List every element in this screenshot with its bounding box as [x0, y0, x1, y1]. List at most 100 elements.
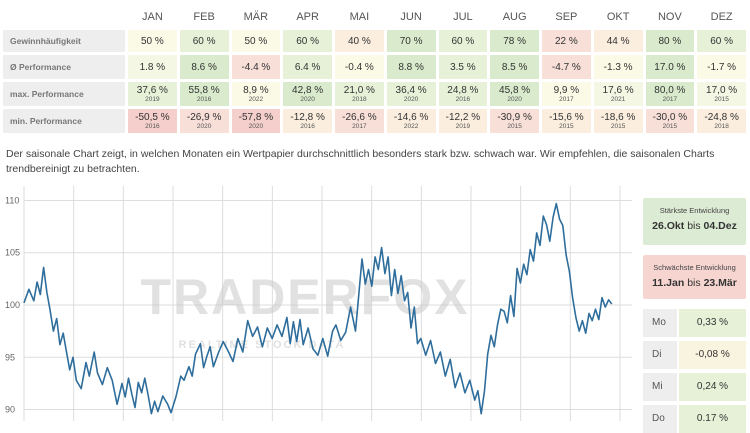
cell-value: -1.3 % [603, 61, 633, 73]
weekday-row-di: Di -0,08 % [643, 341, 746, 369]
cell-value: 17,0 % [706, 84, 738, 96]
cell-value: -30,9 % [497, 111, 532, 123]
cell-value: 9,9 % [553, 84, 580, 96]
cell-value: 21,0 % [343, 84, 375, 96]
cell-year: 2019 [455, 122, 471, 130]
min-cell: -26,6 % 2017 [335, 109, 384, 133]
min-cell: -30,9 % 2015 [490, 109, 539, 133]
cell-value: -4.7 % [551, 61, 581, 73]
cell-value: 8.6 % [191, 61, 217, 73]
cell-year: 2017 [662, 95, 678, 103]
perf-cell: 8.8 % [386, 55, 436, 79]
min-cell: -14,6 % 2022 [386, 109, 436, 133]
cell-year: 2020 [248, 122, 264, 130]
perf-cell: 6.4 % [283, 55, 332, 79]
cell-value: -26,6 % [342, 111, 377, 123]
month-header: MÄR [231, 7, 281, 27]
min-cell: -57,8 % 2020 [231, 109, 281, 133]
min-cell: -15,6 % 2015 [542, 109, 591, 133]
watermark-logo-text: TRADERFOX [140, 269, 469, 325]
perf-cell: 8.5 % [490, 55, 539, 79]
cell-year: 2016 [300, 122, 315, 130]
cell-value: 36,4 % [395, 84, 427, 96]
max-cell: 42,8 % 2020 [283, 82, 332, 106]
row-gewinnhaeufigkeit: Gewinnhäufigkeit 50 % 60 % 50 % 60 % 40 % 70 %… [3, 30, 746, 52]
month-header: FEB [179, 7, 229, 27]
month-header: AUG [490, 7, 539, 27]
cell-year: 2015 [559, 122, 574, 130]
row-label: min. Performance [3, 109, 125, 133]
seasonality-table: JAN FEB MÄR APR MAI JUN JUL AUG SEP OKT NOV DEZ Gew… [0, 4, 749, 136]
cell-value: -50,5 % [135, 111, 170, 123]
row-max-performance: max. Performance 37,6 % 2019 55,8 % 2016 8,9 … [3, 82, 746, 106]
cell-value: 37,6 % [136, 84, 168, 96]
perf-cell: -1.7 % [697, 55, 746, 79]
max-cell: 36,4 % 2020 [386, 82, 436, 106]
row-label: Gewinnhäufigkeit [3, 30, 125, 52]
cell-value: 55,8 % [188, 84, 220, 96]
cell-year: 2020 [507, 95, 522, 103]
y-tick-label: 100 [5, 300, 20, 310]
weekday-label: Do [643, 405, 677, 433]
cell-value: 60 % [451, 35, 475, 47]
cell-value: 17.0 % [654, 61, 686, 73]
weekday-value: 0,33 % [679, 309, 746, 337]
cell-value: -1.7 % [707, 61, 737, 73]
cell-year: 2015 [507, 122, 522, 130]
gewinn-cell: 50 % [128, 30, 177, 52]
perf-cell: -0.4 % [335, 55, 384, 79]
y-tick-label: 105 [5, 248, 20, 258]
min-cell: -26,9 % 2020 [179, 109, 229, 133]
month-header: MAI [335, 7, 384, 27]
max-cell: 21,0 % 2018 [335, 82, 384, 106]
cell-year: 2018 [714, 122, 729, 130]
cell-year: 2017 [559, 95, 574, 103]
chart-grid [23, 186, 632, 421]
weakest-title: Schwächste Entwicklung [653, 263, 736, 272]
cell-value: 60 % [296, 35, 320, 47]
cell-year: 2020 [403, 95, 419, 103]
cell-value: 40 % [347, 35, 371, 47]
cell-value: 8.8 % [398, 61, 424, 73]
month-header: NOV [645, 7, 695, 27]
strongest-development-box: Stärkste Entwicklung 26.Okt bis 04.Dez [643, 198, 746, 245]
cell-value: 50 % [140, 35, 164, 47]
perf-cell: -4.7 % [542, 55, 591, 79]
max-cell: 55,8 % 2016 [179, 82, 229, 106]
y-axis-ticks: 90 95 100 105 110 [5, 195, 20, 414]
min-cell: -18,6 % 2015 [593, 109, 643, 133]
min-cell: -12,2 % 2019 [438, 109, 488, 133]
row-label: max. Performance [3, 82, 125, 106]
cell-value: 8,9 % [243, 84, 269, 96]
row-label: Ø Performance [3, 55, 125, 79]
cell-year: 2016 [196, 95, 212, 103]
cell-value: 44 % [606, 35, 630, 47]
max-cell: 17,0 % 2015 [697, 82, 746, 106]
cell-value: -14,6 % [393, 111, 429, 123]
cell-value: 1.8 % [139, 61, 166, 73]
gewinn-cell: 60 % [179, 30, 229, 52]
cell-value: 70 % [399, 35, 423, 47]
min-cell: -12,8 % 2016 [283, 109, 332, 133]
cell-value: 22 % [554, 35, 578, 47]
series-line [23, 202, 613, 415]
gewinn-cell: 40 % [335, 30, 384, 52]
cell-year: 2016 [455, 95, 471, 103]
month-header: SEP [542, 7, 591, 27]
month-header: APR [283, 7, 332, 27]
weekday-row-mi: Mi 0,24 % [643, 373, 746, 401]
perf-cell: -1.3 % [593, 55, 643, 79]
gewinn-cell: 78 % [490, 30, 539, 52]
cell-value: -0.4 % [344, 61, 374, 73]
cell-value: 17,6 % [602, 84, 634, 96]
month-header-row: JAN FEB MÄR APR MAI JUN JUL AUG SEP OKT NOV DEZ [3, 7, 746, 27]
cell-value: 50 % [244, 35, 268, 47]
cell-value: -57,8 % [238, 111, 274, 123]
cell-value: 80 % [658, 35, 682, 47]
cell-year: 2021 [610, 95, 626, 103]
cell-value: 78 % [503, 35, 527, 47]
perf-cell: -4.4 % [231, 55, 281, 79]
cell-year: 2017 [352, 122, 367, 130]
cell-value: 45,8 % [499, 84, 531, 96]
chart-description: Der saisonale Chart zeigt, in welchen Mo… [6, 148, 715, 175]
